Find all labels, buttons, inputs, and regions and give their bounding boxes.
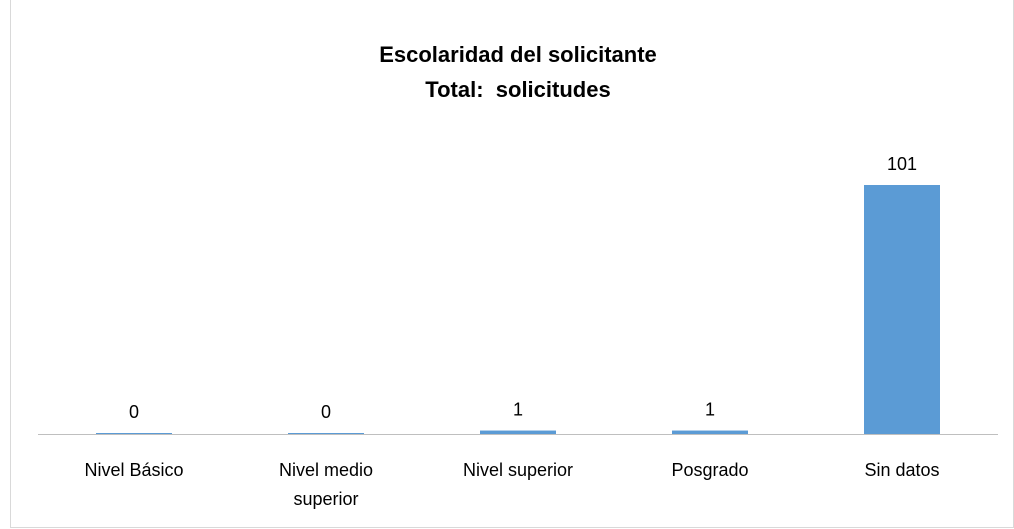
data-label: 0 [129, 402, 139, 422]
chart-title: Escolaridad del solicitante [379, 42, 657, 67]
x-tick-label: Nivel medio superior [278, 460, 374, 509]
bar [672, 430, 748, 434]
x-tick-label: Posgrado [671, 460, 749, 480]
chart-subtitle: Total: solicitudes [425, 77, 610, 102]
data-label: 1 [513, 400, 523, 420]
bar [96, 433, 172, 434]
bar [288, 433, 364, 434]
data-label: 0 [321, 402, 331, 422]
bar [864, 185, 940, 434]
data-label: 101 [887, 154, 917, 174]
data-label: 1 [705, 400, 715, 420]
x-tick-label: Sin datos [864, 460, 940, 480]
x-tick-label: Nivel Básico [84, 460, 184, 480]
x-tick-label: Nivel superior [462, 460, 574, 480]
bar [480, 430, 556, 434]
